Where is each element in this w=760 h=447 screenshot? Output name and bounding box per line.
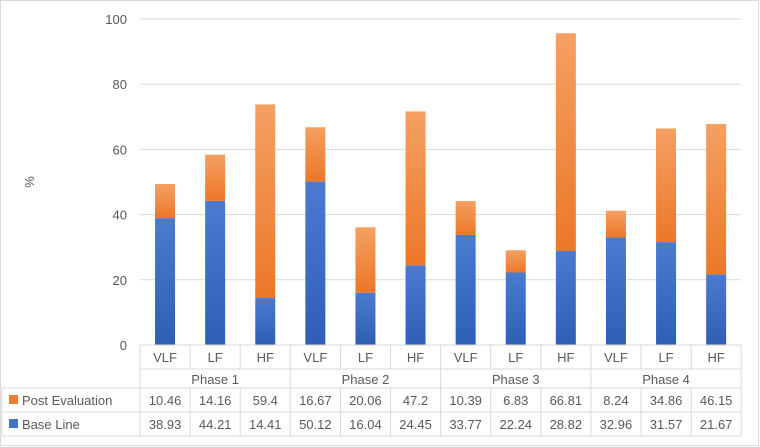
- bar-post-evaluation: [355, 227, 376, 293]
- y-tick-label: 100: [105, 12, 127, 27]
- table-cell: 10.39: [449, 393, 482, 408]
- bar-post-evaluation: [455, 201, 476, 235]
- table-cell: 33.77: [449, 417, 482, 432]
- table-cell: 44.21: [199, 417, 232, 432]
- bar-post-evaluation: [305, 127, 326, 182]
- category-label: VLF: [153, 350, 177, 365]
- category-label: VLF: [454, 350, 478, 365]
- table-cell: 22.24: [499, 417, 532, 432]
- legend-label: Base Line: [22, 417, 80, 432]
- table-cell: 34.86: [650, 393, 683, 408]
- table-cell: 20.06: [349, 393, 382, 408]
- bar-post-evaluation: [205, 154, 226, 201]
- legend-label: Post Evaluation: [22, 393, 112, 408]
- table-cell: 6.83: [503, 393, 528, 408]
- y-tick-label: 40: [113, 208, 127, 223]
- group-label: Phase 3: [492, 372, 540, 387]
- table-cell: 32.96: [600, 417, 633, 432]
- category-label: LF: [358, 350, 373, 365]
- category-label: HF: [407, 350, 424, 365]
- table-cell: 31.57: [650, 417, 683, 432]
- legend-swatch: [9, 395, 18, 404]
- y-tick-label: 80: [113, 77, 127, 92]
- table-cell: 24.45: [399, 417, 432, 432]
- table-cell: 59.4: [253, 393, 278, 408]
- group-label: Phase 1: [191, 372, 239, 387]
- table-cell: 14.41: [249, 417, 282, 432]
- bar-post-evaluation: [255, 104, 276, 299]
- table-cell: 21.67: [700, 417, 733, 432]
- table-cell: 16.67: [299, 393, 332, 408]
- bar-post-evaluation: [505, 250, 526, 273]
- bar-base-line: [656, 242, 677, 345]
- table-cell: 46.15: [700, 393, 733, 408]
- bar-base-line: [455, 234, 476, 345]
- table-cell: 8.24: [603, 393, 628, 408]
- bar-base-line: [155, 218, 176, 345]
- y-tick-label: 0: [120, 338, 127, 353]
- gridlines: [140, 18, 742, 346]
- bar-base-line: [505, 272, 526, 345]
- bar-post-evaluation: [605, 210, 626, 238]
- category-label: LF: [658, 350, 673, 365]
- legend-swatch: [9, 419, 18, 428]
- bar-base-line: [405, 265, 426, 345]
- category-label: HF: [707, 350, 724, 365]
- group-label: Phase 2: [342, 372, 390, 387]
- bar-base-line: [706, 274, 727, 345]
- category-label: LF: [208, 350, 223, 365]
- bar-base-line: [605, 237, 626, 345]
- category-label: HF: [257, 350, 274, 365]
- table-cell: 38.93: [149, 417, 182, 432]
- data-table: VLF LF HF VLF LF HF VLF LF HF VLF LF HF Phase 1 Phase…: [1, 344, 742, 437]
- bars: [155, 33, 727, 345]
- bar-post-evaluation: [706, 123, 727, 275]
- bar-post-evaluation: [555, 33, 576, 252]
- bar-post-evaluation: [656, 128, 677, 243]
- bar-base-line: [205, 200, 226, 345]
- table-cell: 50.12: [299, 417, 332, 432]
- group-label: Phase 4: [642, 372, 690, 387]
- category-label: HF: [557, 350, 574, 365]
- table-cell: 47.2: [403, 393, 428, 408]
- table-cell: 10.46: [149, 393, 182, 408]
- bar-post-evaluation: [405, 111, 426, 266]
- category-label: VLF: [604, 350, 628, 365]
- y-axis-ticks: 0 20 40 60 80 100: [105, 12, 127, 353]
- y-axis-label: %: [22, 176, 37, 188]
- bar-base-line: [305, 181, 326, 345]
- y-tick-label: 20: [113, 273, 127, 288]
- table-cell: 66.81: [550, 393, 583, 408]
- table-cell: 16.04: [349, 417, 382, 432]
- table-cell: 14.16: [199, 393, 232, 408]
- bar-base-line: [555, 251, 576, 345]
- category-label: VLF: [303, 350, 327, 365]
- bar-base-line: [355, 292, 376, 345]
- table-cell: 28.82: [550, 417, 583, 432]
- bar-base-line: [255, 298, 276, 345]
- bar-post-evaluation: [155, 183, 176, 219]
- category-label: LF: [508, 350, 523, 365]
- y-tick-label: 60: [113, 142, 127, 157]
